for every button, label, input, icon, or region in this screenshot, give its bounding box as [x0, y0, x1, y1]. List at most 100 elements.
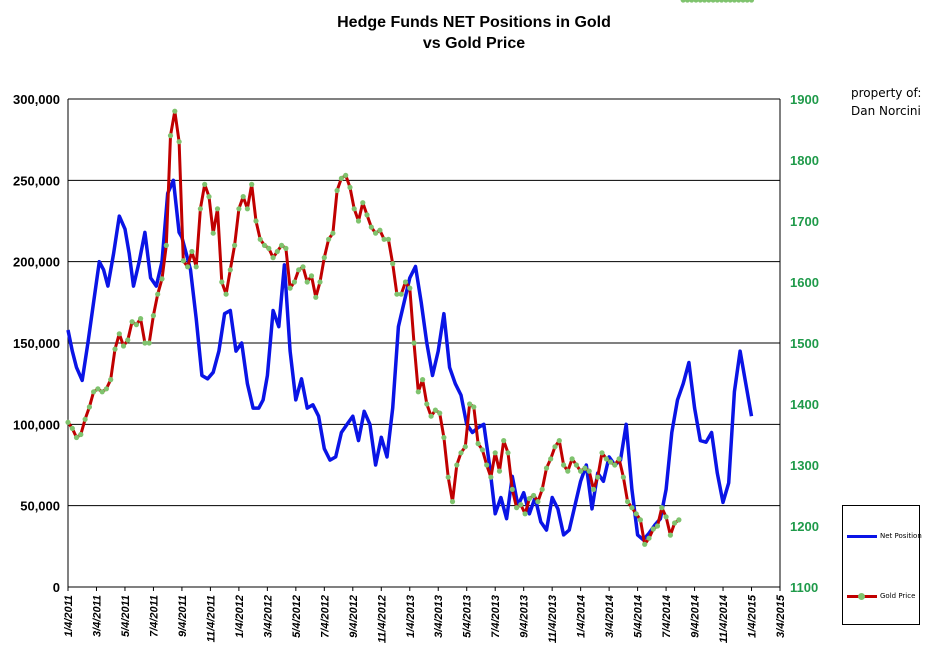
gold-price-marker	[99, 389, 105, 395]
gold-price-marker	[479, 447, 485, 453]
gold-price-marker	[731, 0, 737, 3]
gold-price-marker	[744, 0, 750, 3]
gold-price-marker	[95, 386, 101, 392]
gold-price-marker	[133, 322, 139, 328]
gold-price-marker	[176, 139, 182, 145]
y-right-tick-label: 1800	[790, 153, 819, 168]
gold-price-marker	[539, 486, 545, 492]
gold-price-marker	[270, 255, 276, 261]
credit-line-1: property of:	[851, 86, 922, 100]
gold-price-marker	[437, 410, 443, 416]
y-right-tick-label: 1200	[790, 519, 819, 534]
gold-price-marker	[620, 474, 627, 480]
gold-price-marker	[505, 450, 511, 456]
gold-price-marker	[599, 450, 605, 456]
legend-label-net-position: Net Position	[880, 532, 922, 540]
x-tick-label: 9/4/2011	[177, 595, 189, 637]
gold-price-marker	[736, 0, 742, 3]
gold-price-marker	[377, 227, 383, 233]
gold-price-marker	[304, 279, 310, 285]
gold-price-marker	[484, 462, 490, 468]
gold-price-marker	[338, 175, 344, 181]
gold-price-marker	[650, 526, 656, 532]
legend-swatch-gold-price	[847, 592, 877, 600]
gold-price-marker	[637, 517, 644, 523]
gold-price-marker	[654, 523, 661, 529]
y-right-tick-label: 1500	[790, 336, 819, 351]
gold-price-marker	[313, 294, 319, 300]
y-left-tick-label: 100,000	[13, 417, 60, 432]
gold-price-marker	[471, 404, 477, 410]
gold-price-marker	[607, 459, 614, 465]
gold-price-marker	[625, 499, 631, 505]
gold-price-marker	[462, 444, 468, 450]
gold-price-marker	[701, 0, 708, 3]
gold-price-marker	[740, 0, 746, 3]
gold-price-marker	[206, 194, 212, 200]
gold-price-marker	[249, 181, 255, 187]
x-tick-label: 7/4/2012	[319, 595, 331, 638]
gold-price-marker	[185, 264, 191, 270]
x-tick-label: 3/4/2013	[433, 595, 445, 638]
gold-price-marker	[569, 456, 575, 462]
y-left-tick-label: 250,000	[13, 173, 60, 188]
gold-price-marker	[415, 389, 421, 395]
gold-price-marker	[552, 444, 558, 450]
gold-price-marker	[91, 389, 97, 395]
gold-price-marker	[287, 285, 293, 291]
gold-price-marker	[223, 291, 229, 297]
gold-price-marker	[381, 236, 387, 242]
gold-price-marker	[428, 413, 434, 419]
y-left-tick-label: 300,000	[13, 92, 60, 107]
gold-price-marker	[684, 0, 690, 3]
gold-price-marker	[232, 242, 238, 248]
gold-price-marker	[573, 462, 580, 468]
gold-price-marker	[727, 0, 733, 3]
gold-price-marker	[424, 401, 430, 407]
gold-price-marker	[629, 505, 635, 511]
gold-price-marker	[180, 258, 186, 264]
gold-price-marker	[240, 194, 246, 200]
gold-price-marker	[663, 514, 669, 520]
gold-price-marker	[488, 474, 494, 480]
gold-price-marker	[633, 511, 639, 517]
x-tick-label: 1/4/2011	[63, 595, 75, 637]
gold-price-marker	[334, 187, 340, 194]
y-right-tick-label: 1700	[790, 214, 819, 229]
x-tick-label: 7/4/2011	[148, 595, 160, 637]
gold-price-marker	[219, 279, 225, 285]
x-tick-label: 3/4/2011	[91, 595, 103, 637]
gold-price-marker	[394, 291, 400, 297]
gold-price-marker	[202, 181, 208, 187]
gold-price-marker	[565, 468, 571, 474]
gold-price-marker	[595, 474, 601, 480]
gold-price-marker	[398, 291, 404, 297]
x-tick-label: 11/4/2011	[205, 595, 217, 642]
gold-price-marker	[531, 492, 537, 499]
gold-price-marker	[150, 313, 156, 319]
gold-price-marker	[646, 535, 652, 541]
gold-price-marker	[317, 279, 323, 285]
x-tick-label: 1/4/2014	[576, 595, 588, 638]
x-tick-label: 11/4/2012	[376, 595, 388, 643]
gold-price-marker	[364, 212, 370, 218]
gold-price-marker	[526, 496, 533, 502]
gold-price-marker	[163, 242, 169, 248]
gold-price-marker	[616, 456, 622, 462]
gold-price-marker	[253, 218, 259, 224]
gold-price-marker	[680, 0, 686, 3]
gold-price-marker	[556, 438, 562, 444]
gold-price-marker	[475, 441, 481, 447]
gold-price-marker	[385, 236, 391, 242]
gold-price-marker	[432, 407, 438, 413]
gold-price-marker	[514, 505, 520, 511]
gold-price-marker	[210, 230, 216, 236]
gold-price-marker	[543, 465, 550, 471]
gold-price-marker	[590, 486, 597, 492]
gold-price-marker	[548, 456, 554, 462]
gold-price-marker	[689, 0, 695, 3]
gold-price-marker	[522, 511, 528, 517]
gold-price-marker	[454, 462, 460, 468]
y-right-tick-label: 1100	[790, 580, 818, 595]
x-tick-label: 3/4/2014	[604, 595, 616, 638]
